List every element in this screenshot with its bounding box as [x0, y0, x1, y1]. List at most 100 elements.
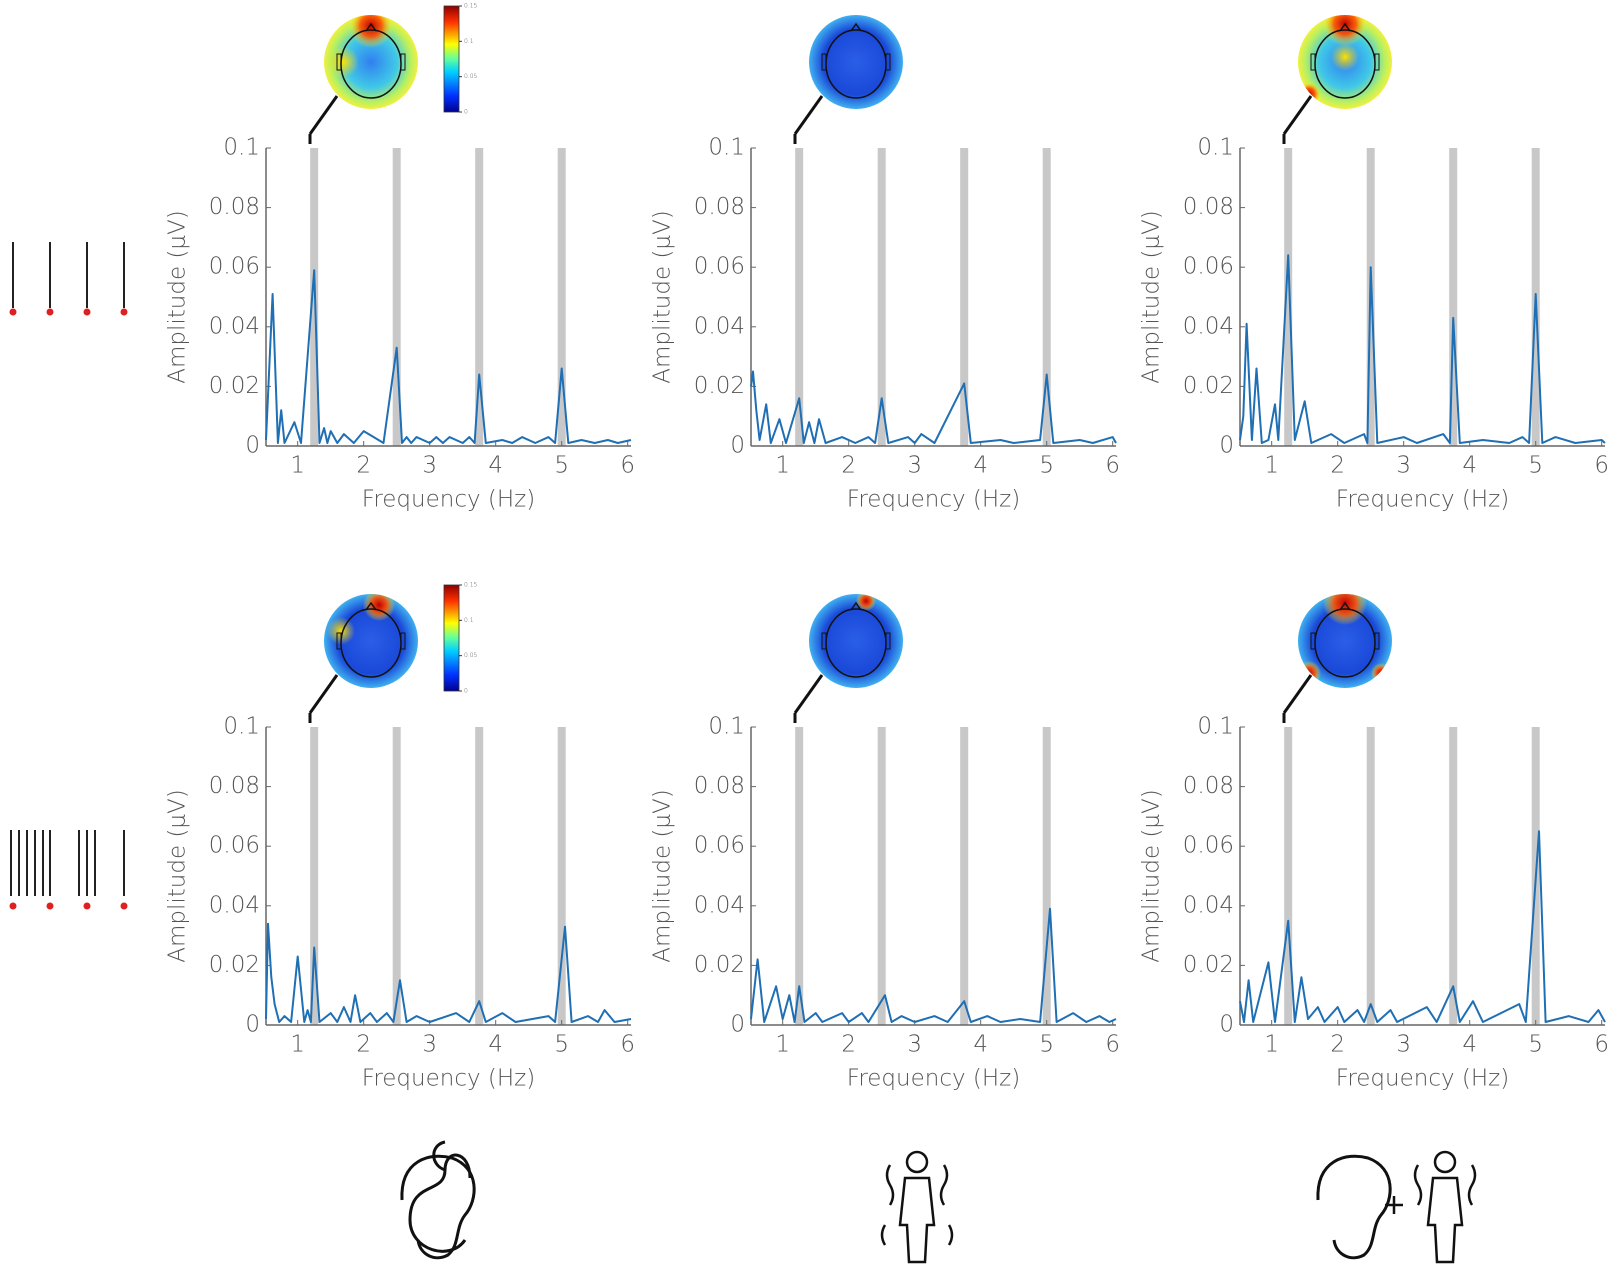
x-tick-label: 4: [488, 453, 503, 479]
topomap-ear: [336, 53, 342, 71]
topomap-nose: [850, 601, 862, 611]
x-tick-label: 2: [356, 453, 371, 479]
y-tick-label: 0.08: [694, 194, 745, 220]
topomap-blob: [1371, 663, 1391, 683]
highlight-band: [1284, 727, 1293, 1025]
colorbar: [443, 5, 460, 113]
x-tick-label: 2: [1330, 453, 1345, 479]
y-axis-label: Amplitude (μV): [165, 210, 191, 384]
x-tick-label: 4: [1462, 1032, 1477, 1058]
spectrum-line: [265, 922, 632, 1023]
topomap-nose: [1339, 22, 1351, 32]
x-tick-label: 2: [1330, 1032, 1345, 1058]
highlight-band: [557, 727, 566, 1025]
y-tick-label: 0.02: [694, 373, 745, 399]
x-tick-label: 1: [775, 1032, 790, 1058]
topomap-ear: [336, 632, 342, 650]
highlight-band: [877, 148, 886, 446]
highlight-band: [960, 148, 969, 446]
x-tick-label: 3: [422, 1032, 437, 1058]
topomap-pointer: [308, 674, 339, 714]
y-tick-label: 0.08: [1183, 194, 1234, 220]
y-tick-label: 0.02: [209, 373, 260, 399]
topomap-pointer: [308, 95, 339, 135]
highlight-band: [795, 148, 804, 446]
topomap-blob: [1298, 82, 1321, 106]
y-axis-label: Amplitude (μV): [650, 789, 676, 963]
topomap-blob: [349, 15, 393, 48]
y-tick-label: 0.04: [209, 313, 260, 339]
topomap-ear: [821, 632, 827, 650]
topomap-nose: [1339, 601, 1351, 611]
topomap-ear: [1374, 632, 1380, 650]
colorbar-tick-label: 0.15: [464, 582, 478, 589]
colorbar: [443, 584, 460, 692]
spectrum-line: [1239, 254, 1606, 444]
stimulus-irregular: [9, 830, 128, 910]
topomap-pointer: [1282, 674, 1313, 714]
colorbar-tick-label: 0.1: [464, 38, 474, 45]
x-tick-label: 4: [488, 1032, 503, 1058]
x-tick-label: 1: [290, 453, 305, 479]
y-tick-label: 0.1: [708, 135, 745, 161]
x-tick-label: 3: [422, 453, 437, 479]
y-tick-label: 0.02: [1183, 373, 1234, 399]
topomap-ear: [400, 53, 406, 71]
highlight-band: [475, 727, 484, 1025]
body-icon: [880, 1150, 954, 1264]
x-tick-label: 6: [620, 453, 635, 479]
x-tick-label: 6: [1594, 1032, 1609, 1058]
x-tick-label: 1: [1264, 1032, 1279, 1058]
y-tick-label: 0.06: [694, 833, 745, 859]
x-axis-label: Frequency (Hz): [362, 487, 535, 513]
topomap-disc: [809, 594, 903, 688]
spectrum-line: [265, 269, 632, 444]
x-tick-label: 3: [1396, 1032, 1411, 1058]
x-tick-label: 1: [1264, 453, 1279, 479]
topomap: [308, 15, 418, 144]
y-axis-label: Amplitude (μV): [165, 789, 191, 963]
topomap-ear: [885, 632, 891, 650]
y-tick-label: 0: [1219, 433, 1234, 459]
highlight-band: [1042, 148, 1051, 446]
ear-icon: [400, 1140, 476, 1260]
x-tick-label: 5: [1528, 1032, 1543, 1058]
x-tick-label: 2: [356, 1032, 371, 1058]
y-axis-label: Amplitude (μV): [1139, 789, 1165, 963]
x-tick-label: 5: [554, 1032, 569, 1058]
y-tick-label: 0.1: [708, 714, 745, 740]
y-tick-label: 0.06: [1183, 254, 1234, 280]
highlight-band: [1449, 148, 1458, 446]
topomap: [793, 594, 903, 723]
y-tick-label: 0.04: [1183, 892, 1234, 918]
colorbar-tick-label: 0: [464, 109, 468, 116]
highlight-band: [1449, 727, 1458, 1025]
topomap-ear: [1310, 53, 1316, 71]
y-tick-label: 0.08: [209, 194, 260, 220]
topomap: [1282, 594, 1392, 723]
topomap-blob: [1331, 43, 1359, 71]
topomap-ear: [885, 53, 891, 71]
spectrum-line: [1239, 830, 1606, 1023]
y-tick-label: 0.04: [209, 892, 260, 918]
y-tick-label: 0: [730, 1012, 745, 1038]
x-tick-label: 4: [973, 1032, 988, 1058]
x-tick-label: 2: [841, 1032, 856, 1058]
colorbar-tick-label: 0.05: [464, 73, 478, 80]
y-tick-label: 0.04: [694, 892, 745, 918]
y-tick-label: 0.06: [694, 254, 745, 280]
topomap-disc: [809, 15, 903, 109]
y-tick-label: 0: [730, 433, 745, 459]
x-axis-label: Frequency (Hz): [1336, 1066, 1509, 1092]
highlight-band: [1366, 727, 1375, 1025]
y-tick-label: 0.08: [209, 773, 260, 799]
y-tick-label: 0.02: [694, 952, 745, 978]
topomap-nose: [365, 601, 377, 611]
topomap-blob: [363, 594, 395, 621]
y-tick-label: 0.06: [1183, 833, 1234, 859]
x-tick-label: 4: [973, 453, 988, 479]
topomap-blob: [327, 617, 355, 645]
topomap-ear: [1310, 632, 1316, 650]
highlight-band: [1284, 148, 1293, 446]
